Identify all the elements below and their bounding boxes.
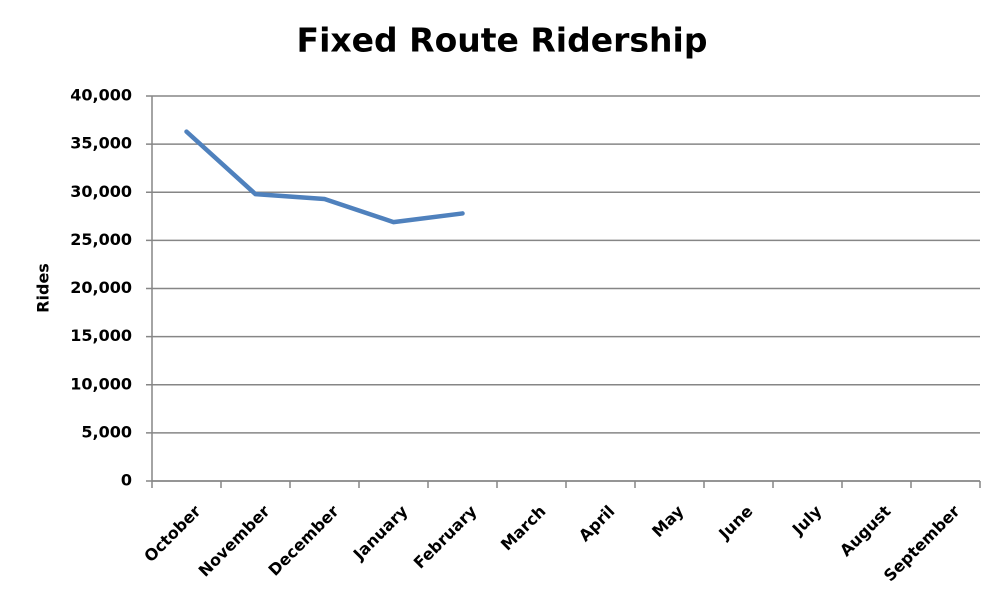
y-tick-label: 0 — [121, 471, 132, 490]
y-tick-label: 15,000 — [70, 326, 132, 345]
y-tick-label: 25,000 — [70, 230, 132, 249]
y-tick-label: 10,000 — [70, 374, 132, 393]
y-tick-label: 20,000 — [70, 278, 132, 297]
chart-title: Fixed Route Ridership — [297, 21, 708, 60]
y-tick-label: 35,000 — [70, 134, 132, 153]
y-axis-title: Rides — [34, 263, 53, 313]
y-tick-label: 5,000 — [81, 422, 132, 441]
y-tick-label: 40,000 — [70, 86, 132, 105]
y-tick-label: 30,000 — [70, 182, 132, 201]
line — [184, 129, 465, 225]
